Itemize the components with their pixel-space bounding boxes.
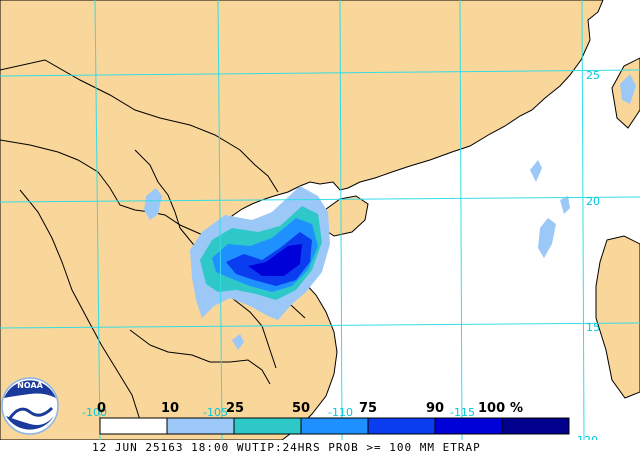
noaa-logo: NOAA (1, 377, 59, 435)
lon-label-115: -115 (450, 406, 475, 419)
legend: 0 10 25 50 75 90 100 % (97, 401, 570, 435)
shade-10-blob-a (144, 188, 162, 220)
legend-swatch-0 (99, 417, 168, 435)
land-mainland (0, 0, 604, 441)
legend-swatch-4 (367, 417, 436, 435)
legend-swatch-1 (166, 417, 235, 435)
svg-text:NOAA: NOAA (17, 381, 43, 390)
shade-10-taiwan (620, 74, 636, 104)
graticule (0, 0, 640, 441)
shade-75 (226, 232, 312, 286)
legend-label-25: 25 (226, 401, 244, 416)
legend-swatch-5 (434, 417, 503, 435)
lat-label-25: 25 (586, 69, 600, 82)
legend-swatch-2 (233, 417, 302, 435)
probability-shading (144, 74, 636, 350)
legend-label-100: 100 (478, 401, 505, 416)
shade-10-blob-d (530, 160, 542, 182)
footer-caption: 12 JUN 25163 18:00 WUTIP:24HRS PROB >= 1… (0, 440, 640, 455)
lat-label-15: 15 (586, 321, 600, 334)
legend-label-0: 0 (97, 401, 106, 416)
lon-label-100: -100 (82, 406, 107, 419)
shade-10-blob-e (232, 334, 244, 350)
shade-90 (248, 244, 302, 276)
legend-swatch-6 (501, 417, 570, 435)
lon-label-110: -110 (328, 406, 353, 419)
lon-label-105: -105 (203, 406, 228, 419)
shade-10-blob-b (538, 218, 556, 258)
legend-label-50: 50 (292, 401, 310, 416)
legend-label-percent: % (510, 401, 523, 416)
legend-label-75: 75 (359, 401, 377, 416)
footer-caption-text: 12 JUN 25163 18:00 WUTIP:24HRS PROB >= 1… (92, 441, 481, 454)
legend-label-90: 90 (426, 401, 444, 416)
legend-label-10: 10 (161, 401, 179, 416)
shade-10-blob-c (560, 196, 570, 214)
legend-swatch-3 (300, 417, 369, 435)
land-luzon (595, 235, 640, 399)
lat-label-20: 20 (586, 195, 600, 208)
